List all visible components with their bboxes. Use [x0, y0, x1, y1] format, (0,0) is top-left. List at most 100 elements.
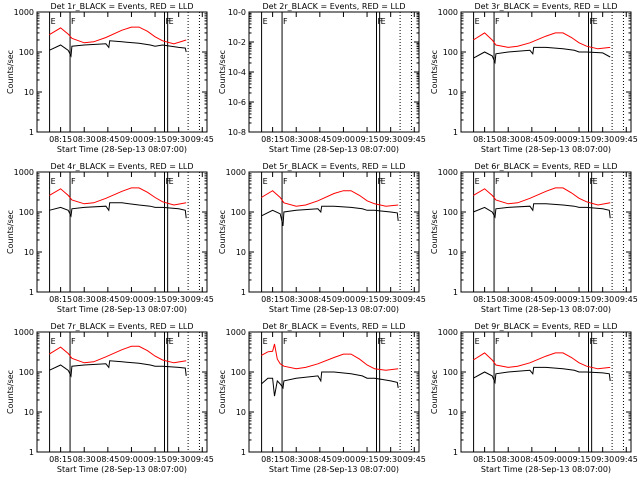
x-tick-label: 09:30 [379, 135, 402, 144]
y-tick-label: 1 [453, 288, 458, 297]
x-axis-label: Start Time (28-Sep-13 08:07:00) [57, 305, 187, 314]
x-tick-label: 09:45 [191, 455, 214, 464]
x-tick-label: 09:30 [167, 295, 190, 304]
y-axis-label: Counts/sec [6, 210, 15, 254]
y-tick-label: 100 [443, 48, 458, 57]
y-axis-label: Counts/sec [6, 370, 15, 414]
x-tick-label: 08:30 [285, 295, 308, 304]
y-axis-label: Counts/sec [218, 210, 227, 254]
detector-panel: Det 2r_BLACK = Events, RED = LLD Start Ti… [218, 2, 426, 154]
event-marker-label: E [475, 17, 480, 26]
y-tick-label: 100 [231, 368, 246, 377]
x-tick-label: 09:30 [591, 455, 614, 464]
x-tick-label: 08:15 [49, 455, 72, 464]
panel-title: Det 5r_BLACK = Events, RED = LLD [262, 162, 405, 171]
x-axis-label: Start Time (28-Sep-13 08:07:00) [269, 465, 399, 474]
event-marker-label: F [495, 17, 500, 26]
x-tick-label: 08:30 [73, 295, 96, 304]
y-tick-label: 1 [241, 288, 246, 297]
event-marker-label: F [71, 17, 76, 26]
x-tick-label: 09:15 [144, 135, 167, 144]
x-tick-label: 08:45 [96, 135, 119, 144]
y-axis-label: Counts/sec [6, 50, 15, 94]
events-series-line [261, 205, 399, 227]
y-tick-label: 10 [448, 88, 458, 97]
lld-series-line [473, 352, 611, 370]
x-tick-label: 08:30 [497, 135, 520, 144]
y-tick-label: 100 [443, 208, 458, 217]
y-axis-label: Counts/sec [218, 50, 227, 94]
y-axis-label: Counts/sec [218, 370, 227, 414]
event-marker-label: F [283, 17, 288, 26]
lld-series-line [261, 343, 399, 371]
y-tick-label: 10 [448, 248, 458, 257]
event-marker-label: E [263, 17, 268, 26]
event-marker-label: E [169, 337, 174, 346]
panel-title: Det 6r_BLACK = Events, RED = LLD [474, 162, 617, 171]
panel-title: Det 2r_BLACK = Events, RED = LLD [262, 2, 405, 11]
y-tick-label: 1000 [226, 328, 246, 337]
x-tick-label: 09:00 [332, 295, 355, 304]
events-series-line [49, 360, 187, 378]
x-tick-label: 09:00 [120, 295, 143, 304]
x-tick-label: 09:00 [120, 135, 143, 144]
y-tick-label: 10 [24, 88, 34, 97]
y-axis-label: Counts/sec [430, 210, 439, 254]
x-tick-label: 09:45 [403, 135, 426, 144]
x-tick-label: 09:15 [568, 135, 591, 144]
event-marker-label: F [71, 177, 76, 186]
x-tick-label: 09:00 [120, 455, 143, 464]
x-tick-label: 09:15 [568, 455, 591, 464]
y-axis-label: Counts/sec [430, 370, 439, 414]
event-marker-label: E [475, 177, 480, 186]
x-tick-label: 09:15 [144, 295, 167, 304]
y-tick-label: 100 [443, 368, 458, 377]
plot-frame [460, 331, 632, 453]
lld-series-line [49, 26, 187, 45]
lld-series-line [473, 32, 611, 50]
x-tick-label: 09:00 [544, 455, 567, 464]
lld-series-line [49, 187, 187, 206]
x-axis-label: Start Time (28-Sep-13 08:07:00) [269, 305, 399, 314]
x-axis-label: Start Time (28-Sep-13 08:07:00) [481, 145, 611, 154]
lld-series-line [49, 345, 187, 364]
panel-title: Det 4r_BLACK = Events, RED = LLD [50, 162, 193, 171]
event-marker-label: E [381, 337, 386, 346]
event-marker-label: F [71, 337, 76, 346]
event-marker-label: E [381, 17, 386, 26]
events-series-line [473, 46, 611, 65]
x-tick-label: 08:45 [308, 455, 331, 464]
x-tick-label: 09:15 [568, 295, 591, 304]
x-tick-label: 08:15 [261, 295, 284, 304]
plot-frame [460, 171, 632, 293]
y-tick-label: 10-8 [228, 128, 246, 137]
events-series-line [473, 203, 611, 219]
x-tick-label: 09:00 [332, 455, 355, 464]
x-tick-label: 08:15 [261, 135, 284, 144]
x-tick-label: 09:00 [544, 135, 567, 144]
x-tick-label: 08:15 [49, 295, 72, 304]
y-tick-label: 1 [29, 288, 34, 297]
y-tick-label: 1 [29, 448, 34, 457]
y-tick-label: 1000 [438, 8, 458, 17]
x-tick-label: 09:30 [379, 455, 402, 464]
detector-panel: Det 4r_BLACK = Events, RED = LLD Start Ti… [6, 162, 214, 314]
event-marker-label: E [593, 337, 598, 346]
x-tick-label: 08:15 [261, 455, 284, 464]
x-tick-label: 09:15 [356, 455, 379, 464]
x-axis-label: Start Time (28-Sep-13 08:07:00) [57, 145, 187, 154]
event-marker-label: E [475, 337, 480, 346]
y-tick-label: 1 [241, 448, 246, 457]
x-tick-label: 08:30 [497, 455, 520, 464]
x-tick-label: 08:45 [308, 135, 331, 144]
event-marker-label: E [263, 177, 268, 186]
x-tick-label: 09:30 [591, 295, 614, 304]
panel-title: Det 8r_BLACK = Events, RED = LLD [262, 322, 405, 331]
y-tick-label: 10 [236, 248, 246, 257]
event-marker-label: E [593, 177, 598, 186]
x-tick-label: 08:15 [473, 135, 496, 144]
x-tick-label: 08:30 [285, 455, 308, 464]
plot-frame [36, 171, 208, 293]
x-tick-label: 09:30 [167, 455, 190, 464]
x-tick-label: 09:45 [191, 295, 214, 304]
